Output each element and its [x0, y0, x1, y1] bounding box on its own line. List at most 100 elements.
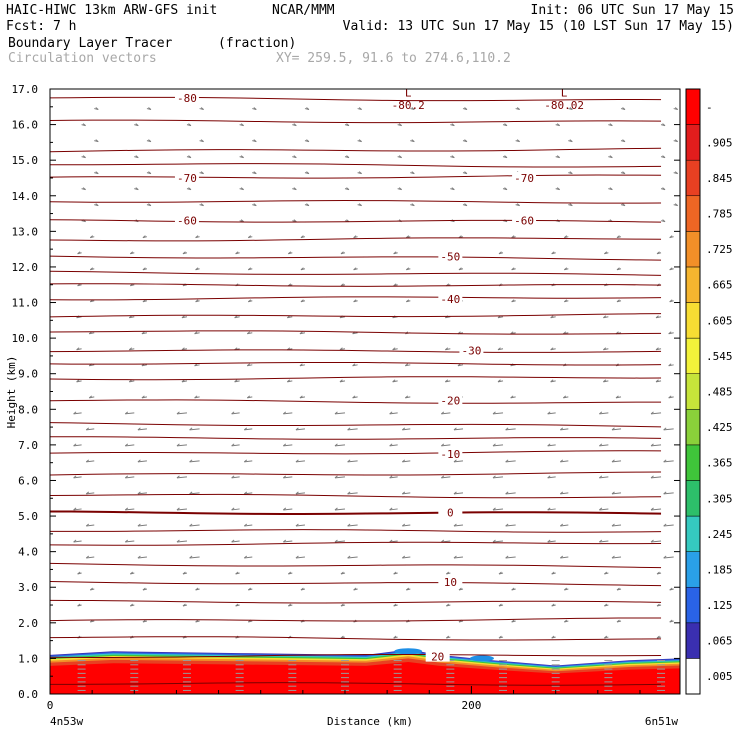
- colorbar-swatch: [685, 373, 701, 410]
- circulation-vector-head: [334, 443, 338, 447]
- tracer-bump: [394, 648, 423, 655]
- circulation-vector-head: [306, 203, 310, 207]
- circulation-vector-head: [282, 539, 287, 543]
- circulation-vector-head: [85, 459, 90, 463]
- circulation-vector-head: [287, 251, 292, 255]
- circulation-vector-head: [299, 363, 303, 367]
- circulation-vector: [283, 444, 293, 447]
- colorbar-label: .065: [706, 635, 733, 648]
- circulation-vector: [295, 556, 306, 559]
- circulation-vector: [492, 540, 504, 543]
- y-tick-label: 6.0: [18, 474, 38, 487]
- circulation-vector-head: [142, 267, 146, 271]
- temperature-contour: [50, 471, 662, 476]
- circulation-vector-head: [662, 123, 666, 126]
- circulation-vector-head: [492, 539, 496, 543]
- circulation-vector: [283, 508, 293, 511]
- circulation-vector-head: [464, 139, 468, 142]
- colorbar-label: .725: [706, 243, 733, 256]
- circulation-vector-head: [564, 587, 568, 591]
- circulation-vector-head: [411, 139, 415, 142]
- colorbar-label: -: [706, 101, 713, 114]
- contour-label: -70: [177, 172, 197, 185]
- circulation-vector-head: [77, 251, 81, 255]
- circulation-vector-head: [458, 587, 462, 591]
- circulation-vector-head: [334, 475, 338, 479]
- circulation-vector-head: [182, 251, 186, 255]
- circulation-vector-head: [137, 459, 141, 463]
- y-tick-label: 16.0: [12, 119, 39, 132]
- circulation-vector: [231, 412, 240, 415]
- temperature-contour: [50, 493, 662, 499]
- circulation-vector-head: [240, 187, 244, 191]
- circulation-vector-head: [551, 571, 555, 575]
- circulation-vector-head: [560, 459, 564, 463]
- circulation-vector-head: [195, 299, 199, 303]
- circulation-vector-head: [563, 331, 567, 335]
- contour-label: -60: [177, 215, 197, 228]
- circulation-vector-head: [401, 459, 406, 463]
- circulation-vector-head: [446, 603, 450, 607]
- circulation-vector: [189, 460, 200, 463]
- circulation-vector-head: [563, 395, 567, 399]
- circulation-vector: [334, 540, 346, 543]
- circulation-vector-head: [334, 411, 338, 415]
- temperature-contour: [50, 147, 662, 153]
- circulation-vector-head: [389, 539, 393, 543]
- circulation-vector-head: [655, 315, 659, 319]
- circulation-vector-head: [604, 603, 608, 607]
- circulation-vector: [650, 508, 662, 511]
- circulation-vector-head: [295, 523, 299, 527]
- circulation-vector-head: [340, 283, 344, 287]
- colorbar-swatch: [685, 195, 701, 232]
- circulation-vector: [402, 428, 411, 431]
- circulation-vector-head: [73, 443, 77, 447]
- circulation-vector-head: [560, 555, 564, 559]
- circulation-vector: [492, 508, 504, 511]
- circulation-vector-head: [498, 571, 502, 575]
- circulation-vector: [176, 476, 188, 479]
- circulation-vector: [244, 524, 253, 527]
- circulation-vector: [334, 508, 346, 511]
- circulation-vector-head: [547, 475, 551, 479]
- circulation-vector-head: [550, 315, 554, 319]
- y-tick-label: 3.0: [18, 581, 38, 594]
- circulation-vector-head: [599, 475, 603, 479]
- circulation-vector-head: [669, 235, 673, 239]
- circulation-vector-head: [453, 427, 457, 431]
- circulation-vector-head: [89, 587, 94, 591]
- circulation-vector-head: [340, 571, 344, 575]
- circulation-vector: [176, 540, 188, 543]
- y-axis-label: Height (km): [5, 356, 18, 429]
- circulation-vector-head: [124, 411, 129, 415]
- contour-label: -10: [440, 448, 460, 461]
- circulation-vector: [137, 428, 147, 431]
- circulation-vector-head: [73, 475, 77, 479]
- colorbar-swatch: [685, 266, 701, 303]
- circulation-vector-head: [551, 603, 555, 607]
- circulation-vector-head: [85, 555, 90, 559]
- temperature-contour: [50, 580, 662, 587]
- circulation-vector-head: [243, 555, 248, 559]
- circulation-vector-head: [347, 555, 351, 559]
- circulation-vector-head: [137, 427, 141, 431]
- circulation-vector-head: [141, 395, 145, 399]
- circulation-vector-head: [616, 299, 620, 303]
- circulation-vector-head: [663, 459, 667, 463]
- circulation-vector-head: [398, 123, 402, 126]
- circulation-vector: [347, 460, 358, 463]
- circulation-vector-head: [404, 395, 409, 399]
- circulation-vector-head: [622, 107, 626, 110]
- circulation-vector-head: [663, 427, 667, 431]
- circulation-vector-head: [194, 331, 198, 335]
- circulation-vector: [73, 444, 82, 447]
- circulation-vector-head: [611, 491, 615, 495]
- circulation-vector-head: [234, 379, 238, 383]
- circulation-vector-head: [441, 475, 445, 479]
- circulation-vector-head: [650, 411, 654, 415]
- circulation-vector-head: [401, 523, 406, 527]
- temperature-contour: [50, 562, 662, 569]
- circulation-vector: [176, 412, 188, 415]
- circulation-vector-head: [189, 459, 193, 463]
- circulation-vector: [137, 492, 147, 495]
